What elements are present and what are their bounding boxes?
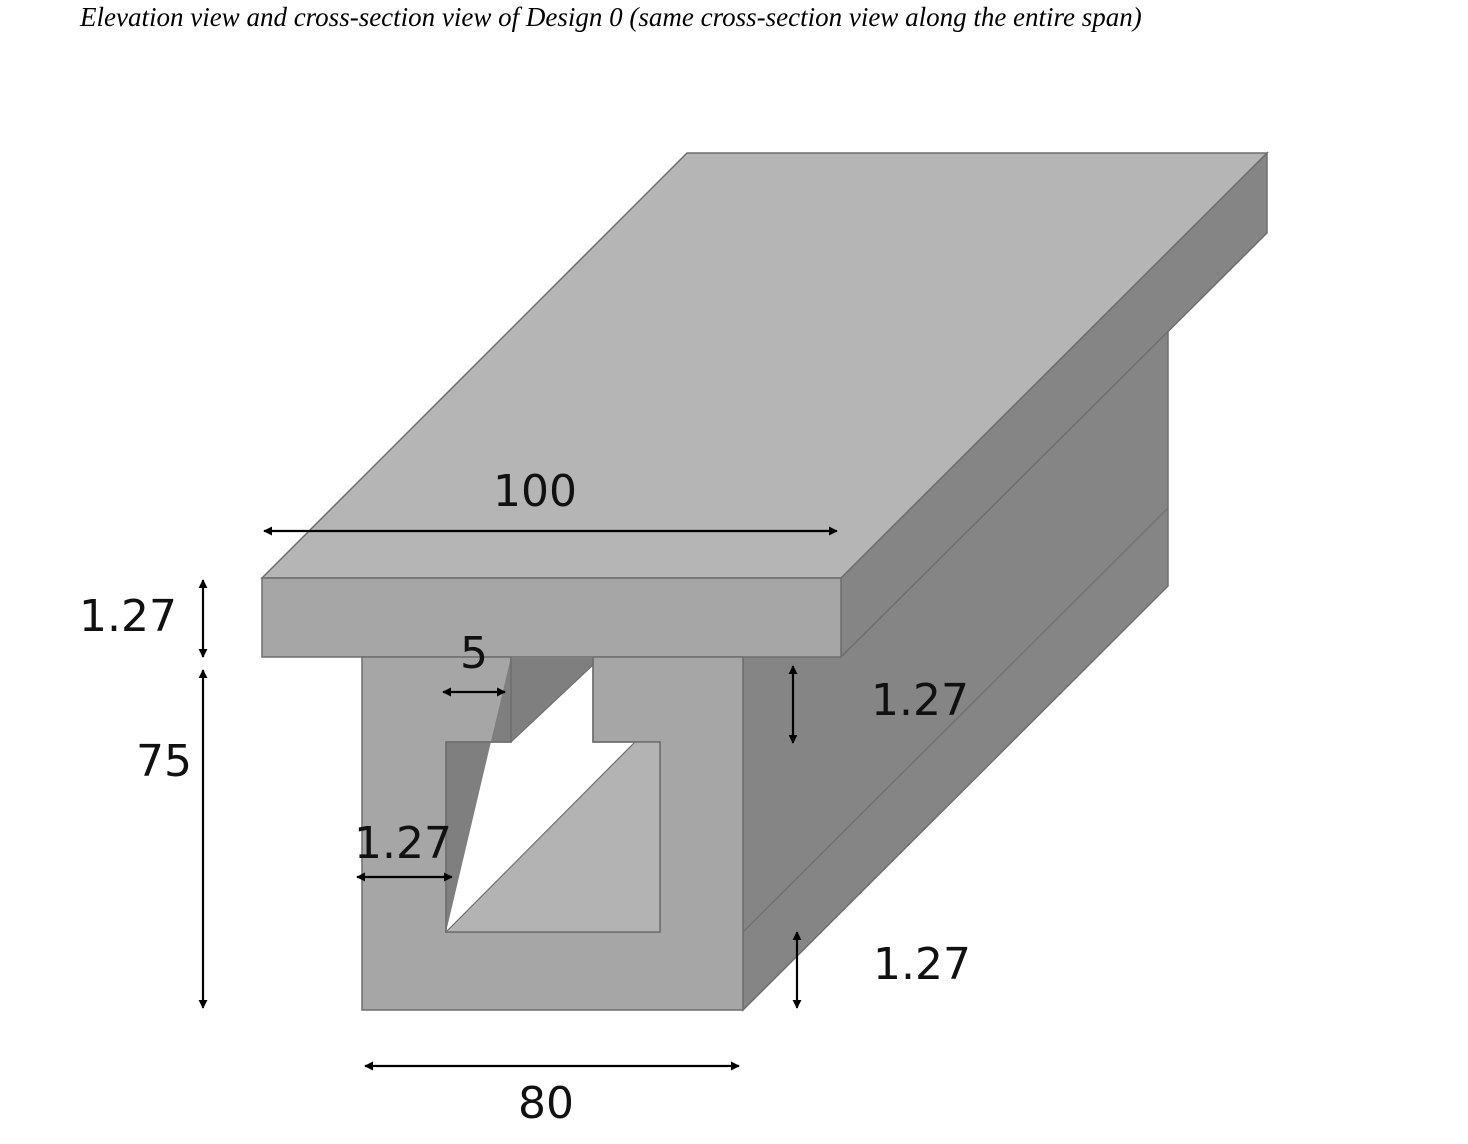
cavity-outline bbox=[445, 657, 661, 933]
slot-edge-line bbox=[510, 664, 594, 743]
label-top-flange-thickness: 1.27 bbox=[79, 591, 177, 642]
label-inner-flange-thickness: 1.27 bbox=[871, 675, 969, 726]
cavity-edge-line bbox=[445, 741, 636, 933]
label-web-thickness: 1.27 bbox=[354, 818, 452, 869]
box-side-edge-line bbox=[742, 507, 1169, 933]
dimension-labels: 100 1.27 75 5 1.27 1.27 1.27 80 bbox=[79, 466, 971, 1129]
figure-caption: Elevation view and cross-section view of… bbox=[80, 2, 1142, 32]
cavity-dark-wall bbox=[446, 657, 593, 932]
label-bottom-width: 80 bbox=[518, 1078, 574, 1129]
label-top-flange-width: 100 bbox=[493, 466, 577, 517]
label-bottom-flange-thickness: 1.27 bbox=[873, 939, 971, 990]
label-total-height: 75 bbox=[136, 736, 192, 787]
label-gap-width: 5 bbox=[460, 628, 488, 679]
cavity-light-floor bbox=[446, 742, 660, 932]
top-flange-front-face bbox=[261, 577, 842, 658]
box-girder-3d bbox=[260, 151, 1269, 1012]
dimension-lines bbox=[198, 526, 838, 1071]
